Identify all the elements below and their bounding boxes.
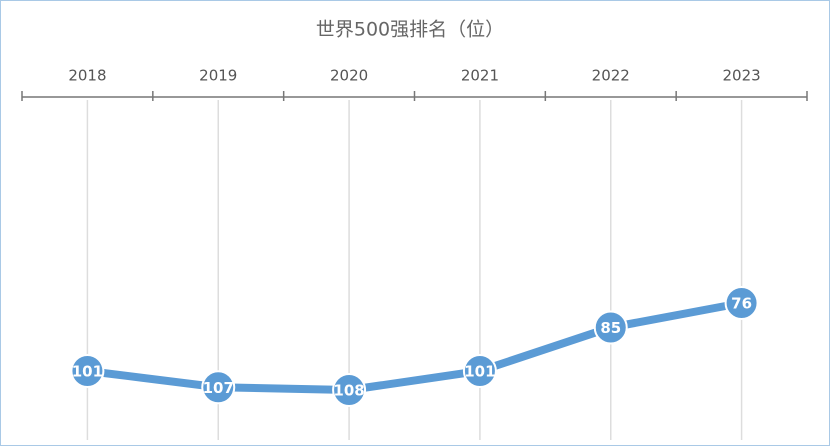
data-label: 107 <box>203 379 234 397</box>
data-point <box>593 310 628 345</box>
x-tick-label: 2023 <box>722 67 760 85</box>
data-label: 101 <box>464 362 495 380</box>
chart-title: 世界500强排名（位） <box>316 19 504 41</box>
data-label: 76 <box>731 295 752 313</box>
x-tick-label: 2022 <box>592 67 630 85</box>
data-point <box>201 370 236 405</box>
data-label: 108 <box>333 382 364 400</box>
data-label: 85 <box>600 319 621 337</box>
series-line <box>86 299 743 394</box>
data-label: 101 <box>72 362 103 380</box>
x-tick-label: 2018 <box>68 67 106 85</box>
x-tick-label: 2020 <box>330 67 368 85</box>
data-point <box>70 353 105 388</box>
x-tick-label: 2021 <box>461 67 499 85</box>
data-point <box>724 286 759 320</box>
data-point <box>332 373 367 407</box>
x-tick-label: 2019 <box>199 67 237 85</box>
data-point <box>462 353 497 388</box>
